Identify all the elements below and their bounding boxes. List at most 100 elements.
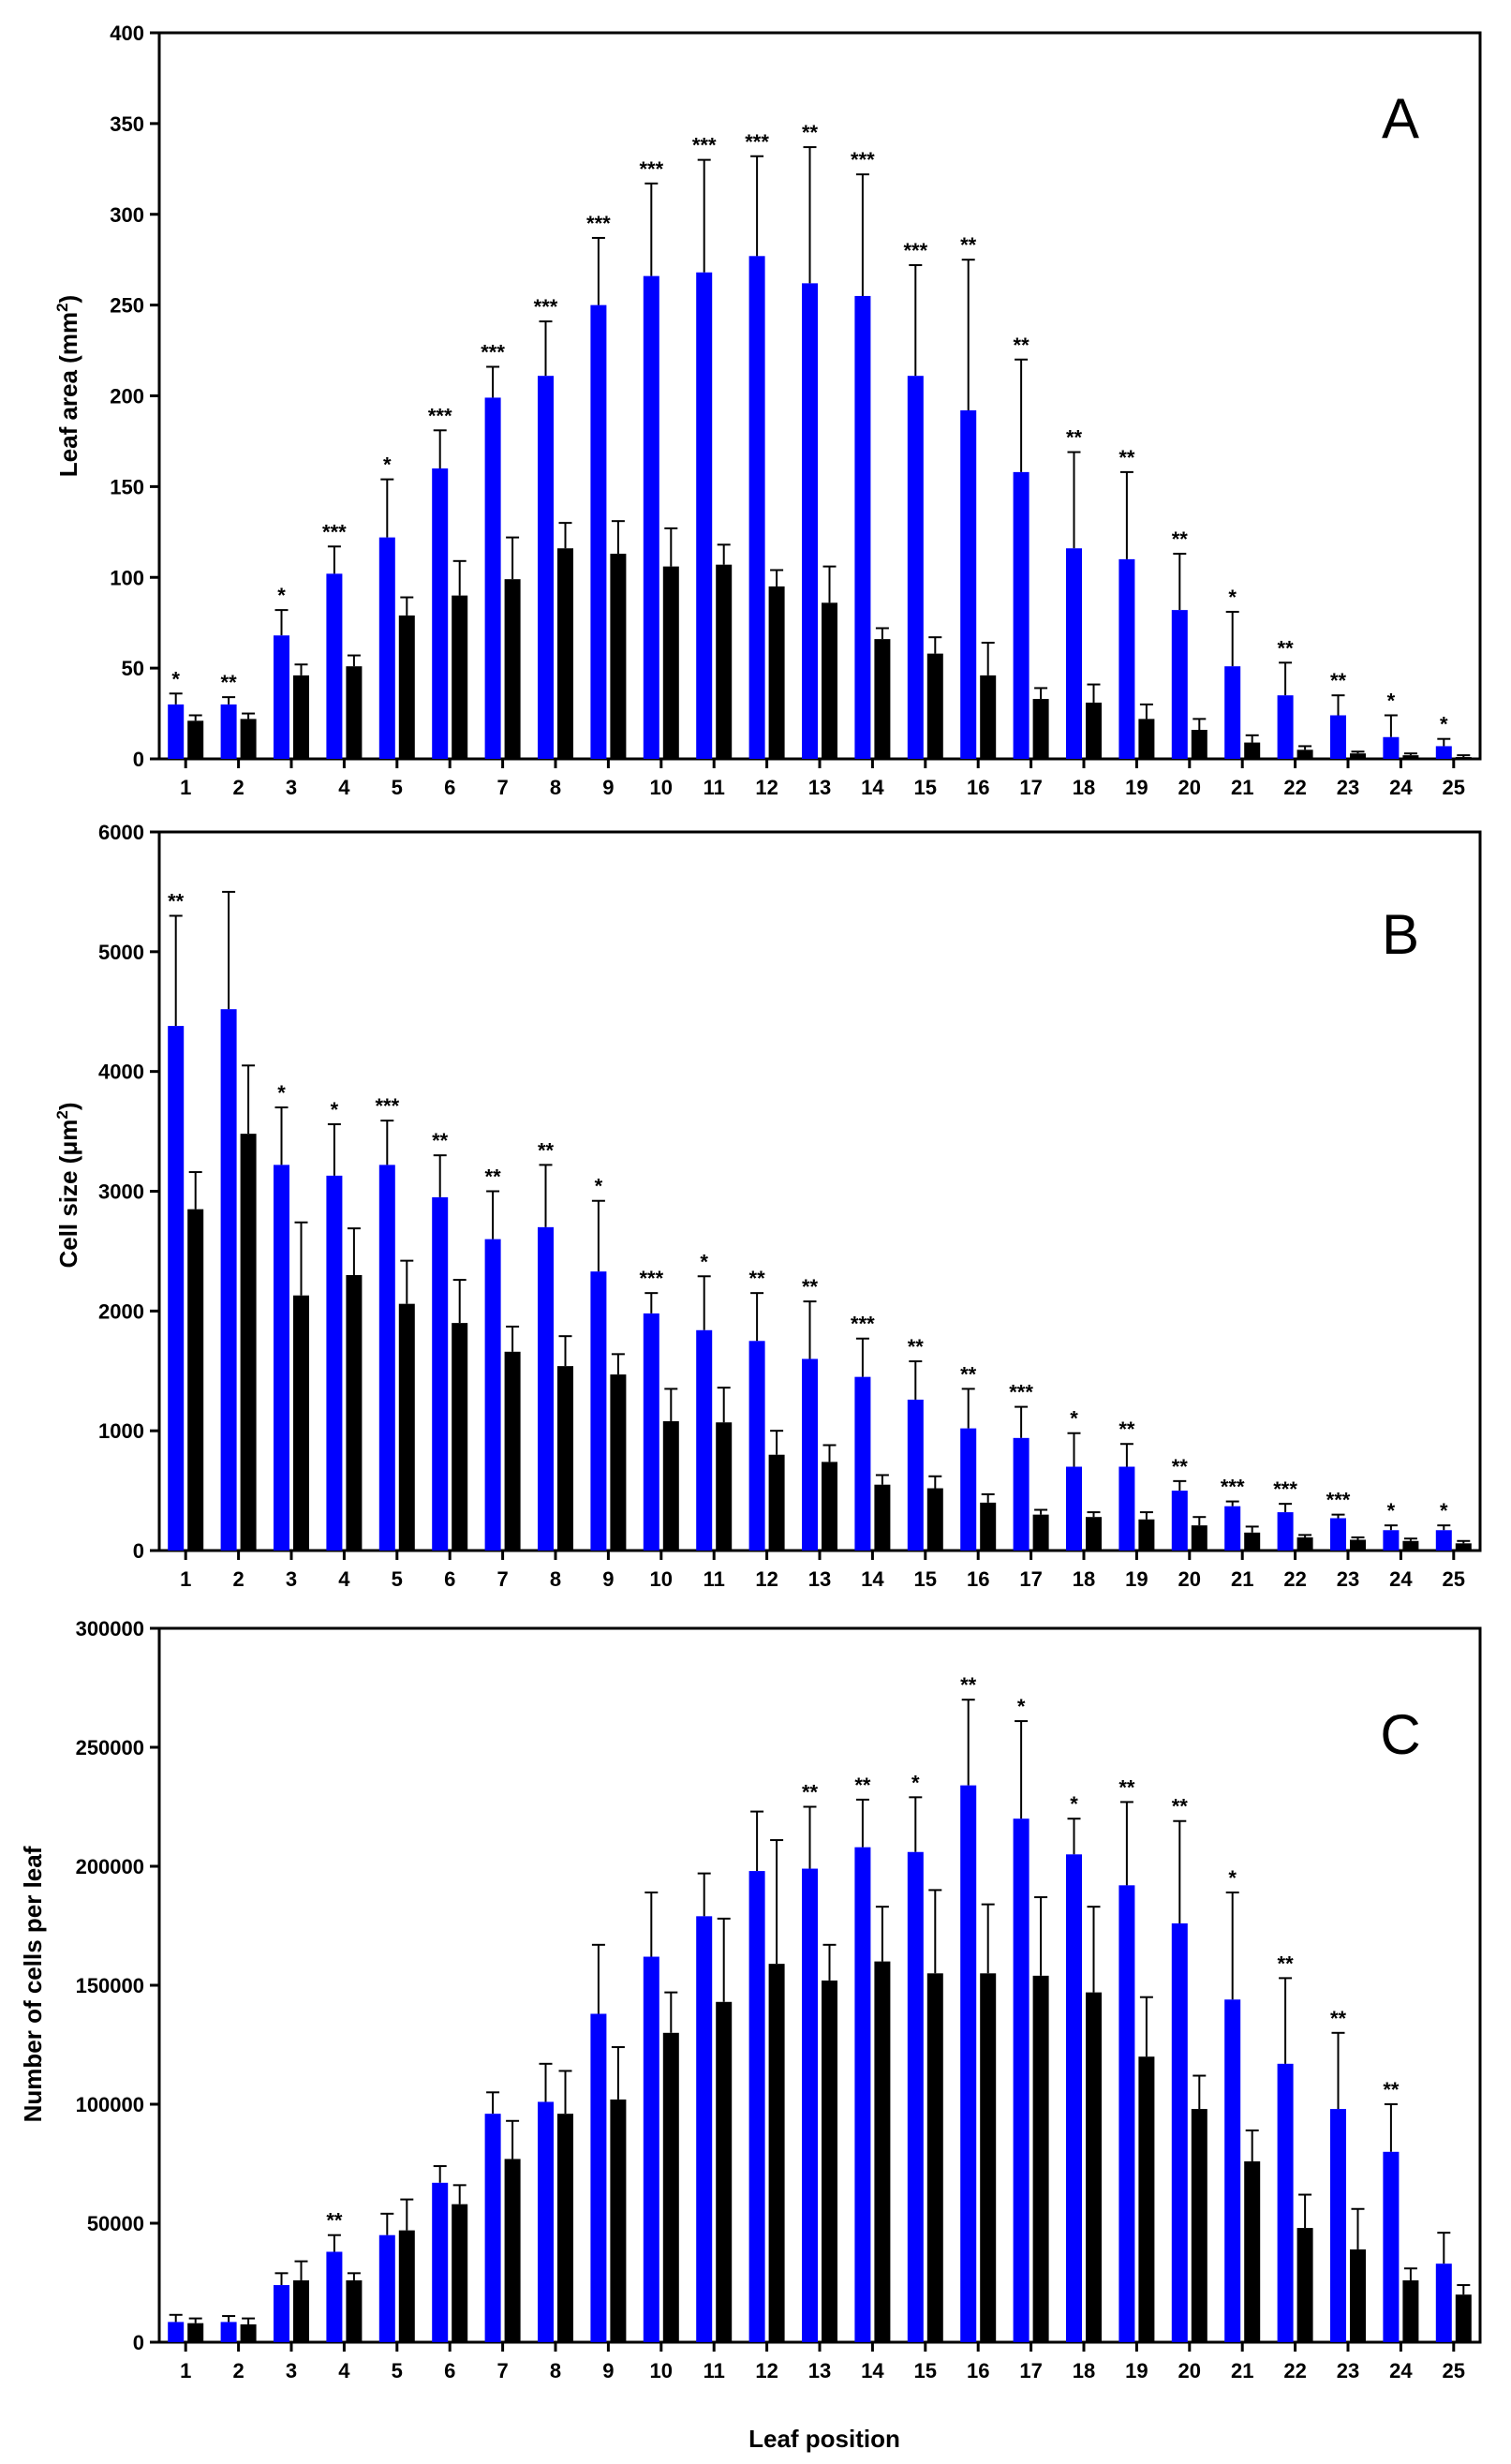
x-tick-label: 7 [496, 2359, 508, 2382]
panel-c: Number of cells per leaf C Leaf position… [19, 1617, 1482, 2453]
blue-bar [1171, 1491, 1188, 1551]
x-tick-label: 2 [232, 1567, 244, 1591]
blue-bar [168, 704, 185, 759]
significance-marker: * [1228, 586, 1237, 609]
blue-bar [1066, 548, 1082, 759]
black-bar [610, 2099, 627, 2342]
x-tick-label: 24 [1389, 1567, 1413, 1591]
significance-marker: ** [908, 1335, 925, 1358]
black-bar [1402, 1540, 1419, 1551]
x-tick-label: 11 [704, 2359, 725, 2382]
significance-marker: ** [960, 1362, 977, 1386]
black-bar [398, 2230, 415, 2342]
x-tick-label: 11 [704, 776, 725, 799]
x-tick-label: 14 [861, 776, 884, 799]
blue-bar [538, 1226, 554, 1551]
blue-bar [1435, 2264, 1452, 2342]
blue-bar [484, 397, 501, 759]
significance-marker: ** [1066, 426, 1083, 450]
x-tick-label: 1 [180, 776, 191, 799]
blue-bar [643, 275, 659, 759]
x-tick-label: 17 [1019, 776, 1042, 799]
blue-bar [960, 1428, 977, 1551]
x-tick-label: 16 [967, 1567, 989, 1591]
blue-bar [854, 1376, 871, 1551]
x-axis-title: Leaf position [748, 2425, 900, 2453]
significance-marker: *** [639, 157, 663, 181]
x-tick-label: 1 [180, 2359, 191, 2382]
significance-marker: * [1228, 1866, 1237, 1890]
significance-marker: ** [168, 889, 185, 913]
y-tick-label: 200000 [76, 1855, 144, 1878]
black-bar [610, 554, 627, 759]
blue-bar [378, 537, 395, 759]
black-bar [926, 1973, 943, 2342]
x-tick-label: 18 [1073, 2359, 1095, 2382]
blue-bar [432, 1196, 449, 1551]
significance-marker: ** [538, 1138, 555, 1162]
black-bar [293, 675, 309, 759]
x-tick-label: 22 [1283, 776, 1306, 799]
blue-bar [1118, 1885, 1135, 2342]
significance-marker: * [1070, 1407, 1078, 1431]
y-tick-label: 4000 [98, 1061, 144, 1084]
blue-bar [1330, 1518, 1346, 1551]
black-bar [293, 2279, 309, 2342]
blue-bar [1066, 1854, 1082, 2342]
significance-marker: * [171, 667, 180, 690]
blue-bar [643, 1313, 659, 1551]
significance-marker: *** [322, 520, 347, 543]
significance-marker: * [331, 1098, 339, 1121]
black-bar [240, 719, 257, 759]
blue-bar [538, 2101, 554, 2342]
black-bar [557, 2114, 573, 2342]
blue-bar [274, 1165, 289, 1551]
x-tick-label: 1 [180, 1567, 191, 1591]
blue-bar [1171, 1922, 1188, 2342]
y-tick-label: 2000 [98, 1299, 144, 1323]
black-bar [1032, 1975, 1049, 2342]
significance-marker: ** [802, 121, 819, 144]
significance-marker: *** [1326, 1489, 1351, 1512]
x-tick-label: 17 [1019, 1567, 1042, 1591]
black-bar [980, 1502, 997, 1551]
significance-marker: *** [1273, 1477, 1297, 1501]
y-tick-label: 250 [110, 294, 144, 318]
blue-bar [1383, 1530, 1400, 1551]
black-bar [926, 1488, 943, 1551]
x-tick-label: 6 [444, 1567, 455, 1591]
x-tick-label: 6 [444, 776, 455, 799]
significance-marker: * [1017, 1695, 1026, 1718]
x-tick-label: 9 [602, 1567, 614, 1591]
black-bar [662, 566, 679, 759]
blue-bar [748, 1871, 765, 2342]
blue-bar [326, 2251, 343, 2342]
x-tick-label: 13 [808, 1567, 831, 1591]
blue-bar [1066, 1466, 1082, 1551]
significance-marker: ** [960, 1673, 977, 1697]
black-bar [874, 639, 891, 759]
significance-marker: ** [802, 1781, 819, 1804]
x-tick-label: 25 [1443, 1567, 1465, 1591]
blue-bar [1224, 1999, 1241, 2342]
significance-marker: *** [586, 212, 611, 235]
significance-marker: * [911, 1771, 920, 1794]
x-tick-label: 23 [1337, 2359, 1359, 2382]
significance-marker: ** [432, 1129, 449, 1152]
black-bar [557, 548, 573, 759]
panel-c-letter: C [1380, 1703, 1420, 1766]
significance-marker: * [277, 1081, 286, 1105]
black-bar [768, 586, 785, 759]
blue-bar [854, 1847, 871, 2342]
blue-bar [960, 1785, 977, 2342]
black-bar [504, 579, 521, 759]
blue-bar [1013, 471, 1030, 759]
x-tick-label: 13 [808, 2359, 831, 2382]
panel-b-letter: B [1382, 903, 1419, 966]
x-tick-label: 18 [1073, 776, 1095, 799]
x-tick-label: 21 [1231, 1567, 1253, 1591]
blue-bar [854, 295, 871, 759]
black-bar [662, 1420, 679, 1551]
x-tick-label: 13 [808, 776, 831, 799]
blue-bar [696, 272, 713, 759]
